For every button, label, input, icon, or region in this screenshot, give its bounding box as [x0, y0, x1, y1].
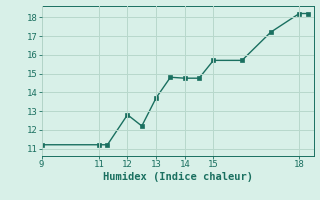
X-axis label: Humidex (Indice chaleur): Humidex (Indice chaleur) [103, 172, 252, 182]
